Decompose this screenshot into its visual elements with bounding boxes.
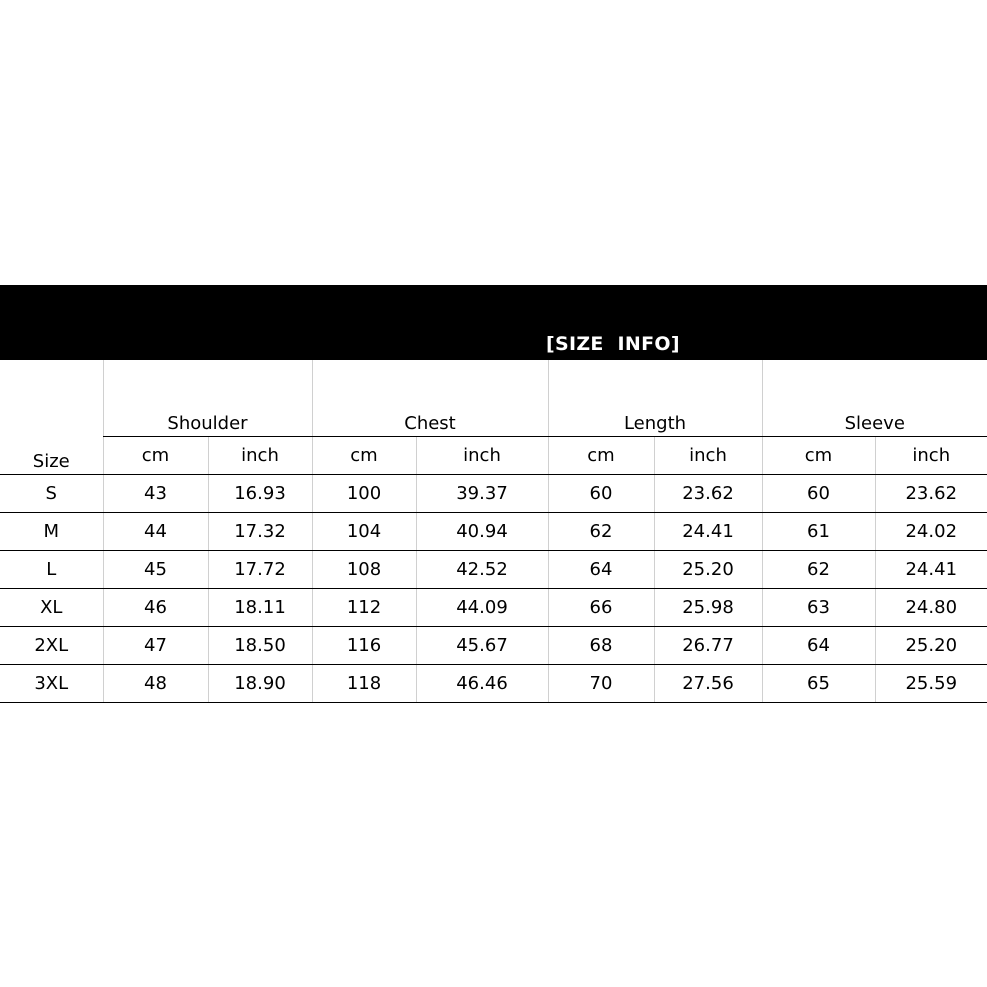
size-cell: S — [0, 474, 103, 513]
value-cell: 43 — [102, 474, 208, 513]
unit-header: cm — [311, 436, 416, 475]
unit-header: cm — [761, 436, 875, 475]
value-cell: 64 — [547, 550, 654, 589]
value-cell: 24.80 — [874, 588, 987, 627]
size-cell: XL — [0, 588, 103, 627]
value-cell: 42.52 — [415, 550, 548, 589]
group-header-sleeve: Sleeve — [761, 360, 987, 437]
value-cell: 46.46 — [415, 664, 548, 703]
value-cell: 65 — [761, 664, 875, 703]
table-row: M 44 17.32 104 40.94 62 24.41 61 24.02 — [0, 512, 987, 551]
value-cell: 66 — [547, 588, 654, 627]
size-header: Size — [0, 360, 103, 475]
value-cell: 24.41 — [653, 512, 762, 551]
value-cell: 25.98 — [653, 588, 762, 627]
value-cell: 45 — [102, 550, 208, 589]
size-cell: M — [0, 512, 103, 551]
value-cell: 70 — [547, 664, 654, 703]
value-cell: 44 — [102, 512, 208, 551]
unit-header: inch — [653, 436, 762, 475]
unit-header: inch — [207, 436, 312, 475]
value-cell: 25.20 — [874, 626, 987, 665]
value-cell: 64 — [761, 626, 875, 665]
value-cell: 47 — [102, 626, 208, 665]
size-cell: 2XL — [0, 626, 103, 665]
value-cell: 27.56 — [653, 664, 762, 703]
value-cell: 26.77 — [653, 626, 762, 665]
value-cell: 24.02 — [874, 512, 987, 551]
value-cell: 118 — [311, 664, 416, 703]
value-cell: 61 — [761, 512, 875, 551]
value-cell: 46 — [102, 588, 208, 627]
value-cell: 24.41 — [874, 550, 987, 589]
value-cell: 60 — [761, 474, 875, 513]
table-row: XL 46 18.11 112 44.09 66 25.98 63 24.80 — [0, 588, 987, 627]
value-cell: 18.11 — [207, 588, 312, 627]
unit-header: cm — [102, 436, 208, 475]
header-band — [0, 285, 987, 360]
table-row: L 45 17.72 108 42.52 64 25.20 62 24.41 — [0, 550, 987, 589]
value-cell: 17.72 — [207, 550, 312, 589]
table-row: 2XL 47 18.50 116 45.67 68 26.77 64 25.20 — [0, 626, 987, 665]
size-cell: 3XL — [0, 664, 103, 703]
value-cell: 100 — [311, 474, 416, 513]
value-cell: 17.32 — [207, 512, 312, 551]
table-row: 3XL 48 18.90 118 46.46 70 27.56 65 25.59 — [0, 664, 987, 703]
value-cell: 62 — [547, 512, 654, 551]
value-cell: 18.50 — [207, 626, 312, 665]
value-cell: 44.09 — [415, 588, 548, 627]
unit-header: inch — [415, 436, 548, 475]
value-cell: 25.20 — [653, 550, 762, 589]
value-cell: 108 — [311, 550, 416, 589]
page-title: [SIZE INFO] — [546, 333, 680, 355]
value-cell: 45.67 — [415, 626, 548, 665]
size-cell: L — [0, 550, 103, 589]
value-cell: 68 — [547, 626, 654, 665]
value-cell: 16.93 — [207, 474, 312, 513]
value-cell: 60 — [547, 474, 654, 513]
value-cell: 63 — [761, 588, 875, 627]
unit-header: cm — [547, 436, 654, 475]
value-cell: 62 — [761, 550, 875, 589]
table-row: S 43 16.93 100 39.37 60 23.62 60 23.62 — [0, 474, 987, 513]
group-header-length: Length — [547, 360, 762, 437]
group-header-row: Size Shoulder Chest Length Sleeve — [0, 360, 987, 475]
group-header-chest: Chest — [311, 360, 548, 437]
value-cell: 23.62 — [653, 474, 762, 513]
value-cell: 48 — [102, 664, 208, 703]
value-cell: 25.59 — [874, 664, 987, 703]
value-cell: 40.94 — [415, 512, 548, 551]
unit-header: inch — [874, 436, 987, 475]
value-cell: 23.62 — [874, 474, 987, 513]
value-cell: 112 — [311, 588, 416, 627]
value-cell: 39.37 — [415, 474, 548, 513]
value-cell: 104 — [311, 512, 416, 551]
value-cell: 116 — [311, 626, 416, 665]
size-table: Size Shoulder Chest Length Sleeve cm inch… — [0, 360, 987, 703]
unit-header-row: cm inch cm inch cm inch cm inch — [0, 436, 987, 475]
value-cell: 18.90 — [207, 664, 312, 703]
group-header-shoulder: Shoulder — [102, 360, 312, 437]
